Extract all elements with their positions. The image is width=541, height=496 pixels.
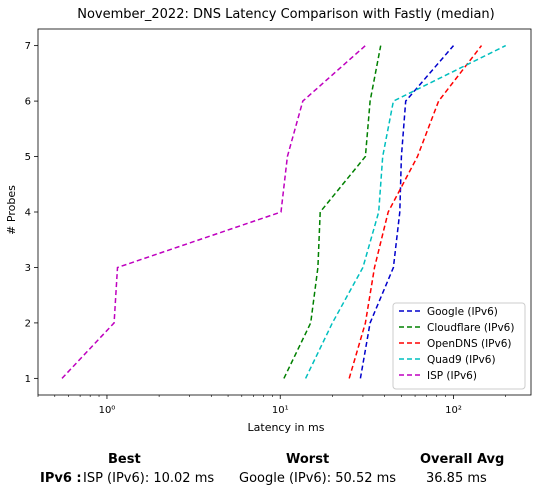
legend-label: Quad9 (IPv6) xyxy=(427,354,496,366)
plot-area: 10⁰ 10¹ 10² 1 2 3 4 5 6 7 xyxy=(25,28,532,416)
y-tick-label: 2 xyxy=(25,318,31,329)
x-tick-label: 10⁰ xyxy=(99,405,116,416)
legend-label: Cloudflare (IPv6) xyxy=(427,322,514,334)
y-tick-label: 5 xyxy=(25,152,31,163)
x-tick-label: 10² xyxy=(445,405,462,416)
x-axis-label: Latency in ms xyxy=(248,421,325,434)
legend-label: ISP (IPv6) xyxy=(427,370,477,382)
series-line-0 xyxy=(359,45,455,379)
y-axis-label: # Probes xyxy=(5,185,18,235)
series-line-1 xyxy=(283,45,382,379)
legend-label: OpenDNS (IPv6) xyxy=(427,338,512,350)
legend-box xyxy=(392,302,526,390)
chart-title: November_2022: DNS Latency Comparison wi… xyxy=(77,7,494,22)
y-tick-label: 4 xyxy=(25,208,31,219)
y-tick-label: 7 xyxy=(25,41,31,52)
x-tick-label: 10¹ xyxy=(272,405,289,416)
y-tick-label: 6 xyxy=(25,97,31,108)
y-tick-label: 1 xyxy=(25,374,31,385)
legend-label: Google (IPv6) xyxy=(427,306,498,318)
series-line-4 xyxy=(61,45,366,379)
legend: Google (IPv6) Cloudflare (IPv6) OpenDNS (I… xyxy=(392,302,526,390)
series-line-2 xyxy=(348,45,483,379)
y-tick-label: 3 xyxy=(25,263,31,274)
